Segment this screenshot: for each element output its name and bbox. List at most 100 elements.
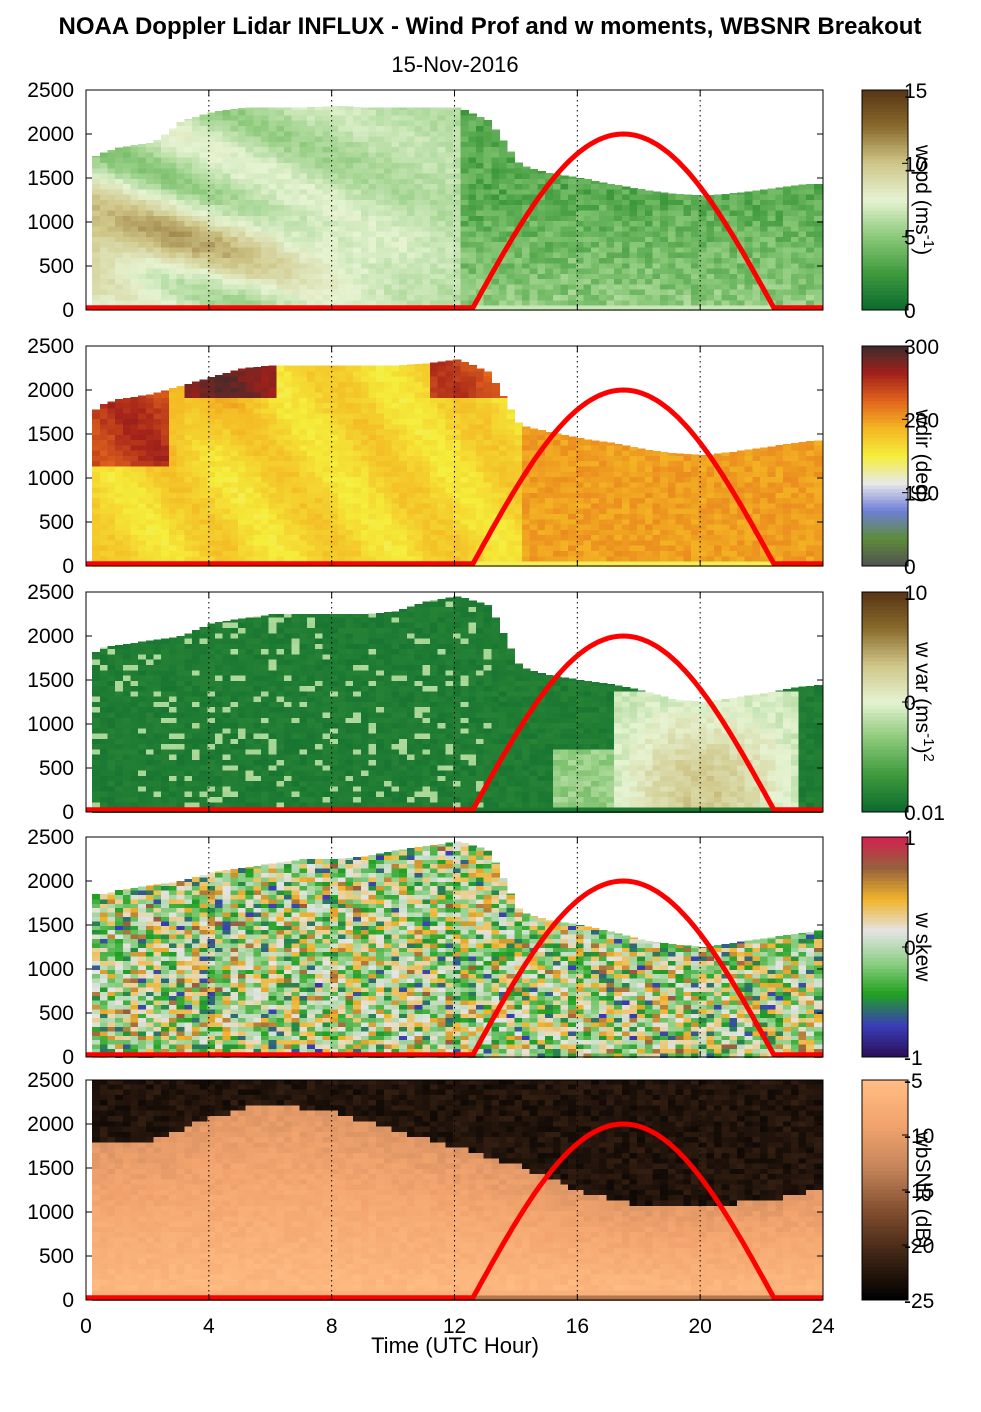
heatmap-cell [345,539,354,546]
heatmap-cell [299,199,308,206]
heatmap-cell [360,188,370,195]
heatmap-cell [215,518,224,525]
heatmap-cell [760,230,769,237]
heatmap-cell [261,273,270,280]
heatmap-cell [353,423,362,430]
heatmap-cell [230,486,239,493]
heatmap-cell [299,529,308,536]
heatmap-cell [752,230,761,237]
heatmap-cell [268,215,278,222]
heatmap-cell [261,471,270,478]
heatmap-cell [552,288,562,295]
heatmap-cell [161,492,170,499]
heatmap-cell [199,162,209,169]
heatmap-cell [437,507,447,514]
heatmap-cell [253,407,262,414]
heatmap-cell [145,262,155,269]
heatmap-cell [353,151,362,158]
heatmap-cell [767,278,777,285]
heatmap-cell [284,476,293,483]
heatmap-cell [261,225,270,232]
heatmap-cell [706,262,715,269]
heatmap-cell [138,418,147,425]
heatmap-cell [391,278,400,285]
heatmap-cell [92,246,101,253]
heatmap-cell [199,492,209,499]
heatmap-cell [376,151,385,158]
heatmap-cell [813,283,823,290]
heatmap-cell [376,188,385,195]
heatmap-cell [575,236,585,243]
heatmap-cell [307,107,316,111]
heatmap-cell [445,278,454,285]
heatmap-cell [422,273,431,280]
heatmap-cell [261,156,270,163]
heatmap-cell [307,418,316,425]
heatmap-cell [683,220,692,227]
heatmap-cell [353,439,362,446]
heatmap-cell [476,209,485,216]
heatmap-cell [621,236,631,243]
heatmap-cell [253,391,262,398]
heatmap-cell [460,513,470,520]
heatmap-cell [353,183,362,190]
heatmap-cell [207,513,216,520]
heatmap-cell [445,370,454,377]
heatmap-cell [660,193,669,200]
heatmap-cell [575,188,585,195]
heatmap-cell [698,251,708,258]
heatmap-cell [706,294,715,301]
heatmap-cell [453,360,462,367]
heatmap-cell [268,278,278,285]
heatmap-cell [107,162,116,169]
heatmap-cell [752,294,761,301]
heatmap-cell [483,550,493,557]
heatmap-cell [813,251,823,258]
heatmap-cell [130,396,139,398]
heatmap-cell [322,518,331,525]
heatmap-cell [376,375,385,382]
heatmap-cell [153,199,163,206]
heatmap-cell [322,539,331,546]
heatmap-cell [598,204,608,211]
heatmap-cell [568,188,577,195]
heatmap-cell [476,502,485,509]
heatmap-cell [383,444,393,451]
heatmap-cell [245,428,255,435]
heatmap-cell [483,246,493,253]
heatmap-cell [115,267,124,274]
heatmap-cell [161,412,170,419]
heatmap-cell [729,246,738,253]
heatmap-cell [391,109,400,116]
heatmap-cell [330,523,339,530]
heatmap-cell [322,423,331,430]
heatmap-cell [92,518,101,525]
heatmap-cell [806,257,815,264]
heatmap-cell [145,288,155,295]
heatmap-cell [276,278,285,285]
heatmap-cell [399,465,408,472]
heatmap-cell [215,486,224,493]
heatmap-cell [322,151,331,158]
heatmap-cell [399,162,408,169]
heatmap-cell [399,481,408,488]
heatmap-cell [138,209,147,216]
heatmap-cell [268,236,278,243]
heatmap-cell [383,220,393,227]
heatmap-cell [783,267,792,274]
heatmap-cell [683,199,692,206]
heatmap-cell [284,151,293,158]
colorbar-segment [862,225,908,231]
heatmap-cell [383,273,393,280]
heatmap-cell [153,172,163,179]
heatmap-cell [268,539,278,546]
heatmap-cell [238,172,247,179]
heatmap-cell [138,283,147,290]
heatmap-cell [307,428,316,435]
heatmap-cell [437,262,447,269]
heatmap-cell [307,246,316,253]
heatmap-cell [168,283,178,290]
heatmap-cell [337,492,347,499]
heatmap-cell [368,492,377,499]
heatmap-cell [253,151,262,158]
